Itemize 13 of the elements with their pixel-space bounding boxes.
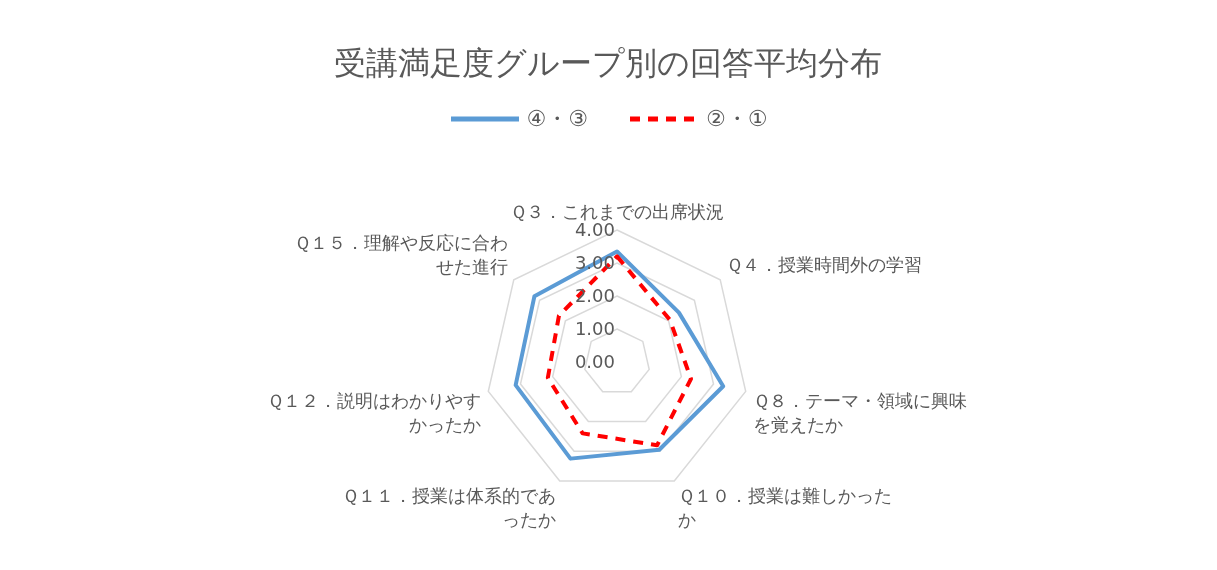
y-tick-label: 1.00 — [574, 318, 615, 339]
y-tick-label: 2.00 — [574, 285, 615, 306]
spoke-label: Ｑ８．テーマ・領域に興味を覚えたか — [753, 390, 968, 436]
chart-title: 受講満足度グループ別の回答平均分布 — [333, 43, 883, 84]
y-tick-label: 0.00 — [574, 351, 615, 372]
spoke-label: Ｑ１０．授業は難しかったか — [677, 485, 892, 531]
spoke-label: Ｑ４．授業時間外の学習 — [726, 253, 923, 275]
spoke-label: Ｑ１１．授業は体系的であったか — [342, 485, 557, 531]
legend-label: ②・① — [706, 105, 768, 133]
spoke-label: Ｑ１２．説明はわかりやすかったか — [266, 390, 481, 436]
spoke-label: Ｑ３．これまでの出席状況 — [510, 201, 724, 222]
spoke-label: Ｑ１５．理解や反応に合わせた進行 — [293, 231, 508, 277]
legend-label: ④・③ — [526, 105, 588, 133]
